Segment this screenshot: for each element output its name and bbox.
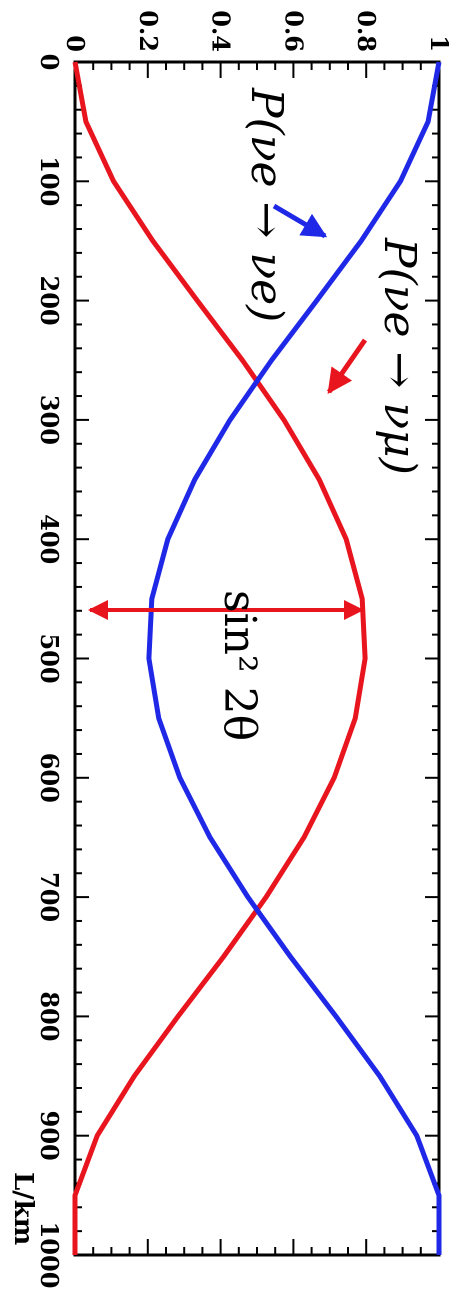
label-nu-e-to-nu-e: P(νe → νe) [241,87,292,322]
x-tick-label: 400 [35,514,64,564]
y-tick-label: 0 [61,35,90,52]
x-axis-title: L/km [8,1172,38,1245]
x-tick-label: 1000 [35,1222,64,1289]
y-tick-label: 0.2 [134,10,163,52]
label-nu-e-to-nu-mu: P(νe → νμ) [374,237,425,475]
blue-label-arrow [272,203,328,239]
label-amplitude: sin² 2θ [214,590,265,741]
y-tick-label: 0.6 [279,10,308,52]
red-label-arrow [326,338,368,395]
x-tick-label: 600 [35,753,64,803]
y-tick-label: 0.4 [207,10,236,52]
x-tick-label: 500 [35,633,64,683]
x-tick-label: 900 [35,1111,64,1161]
x-tick-label: 0 [35,54,64,71]
series-line-nu-mu [72,61,368,1255]
series-layer [72,61,442,1255]
x-tick-label: 800 [35,991,64,1041]
tick-labels: 0 100 200 300 400 500 600 700 800 900 1000 0 0.2 0.4 0… [35,10,454,1288]
x-tick-label: 700 [35,872,64,922]
y-tick-label: 0.8 [352,10,381,52]
y-tick-label: 1 [425,35,454,52]
x-tick-label: 300 [35,395,64,445]
x-tick-label: 200 [35,276,64,326]
x-tick-label: 100 [35,156,64,206]
series-line-nu-e [146,61,442,1255]
